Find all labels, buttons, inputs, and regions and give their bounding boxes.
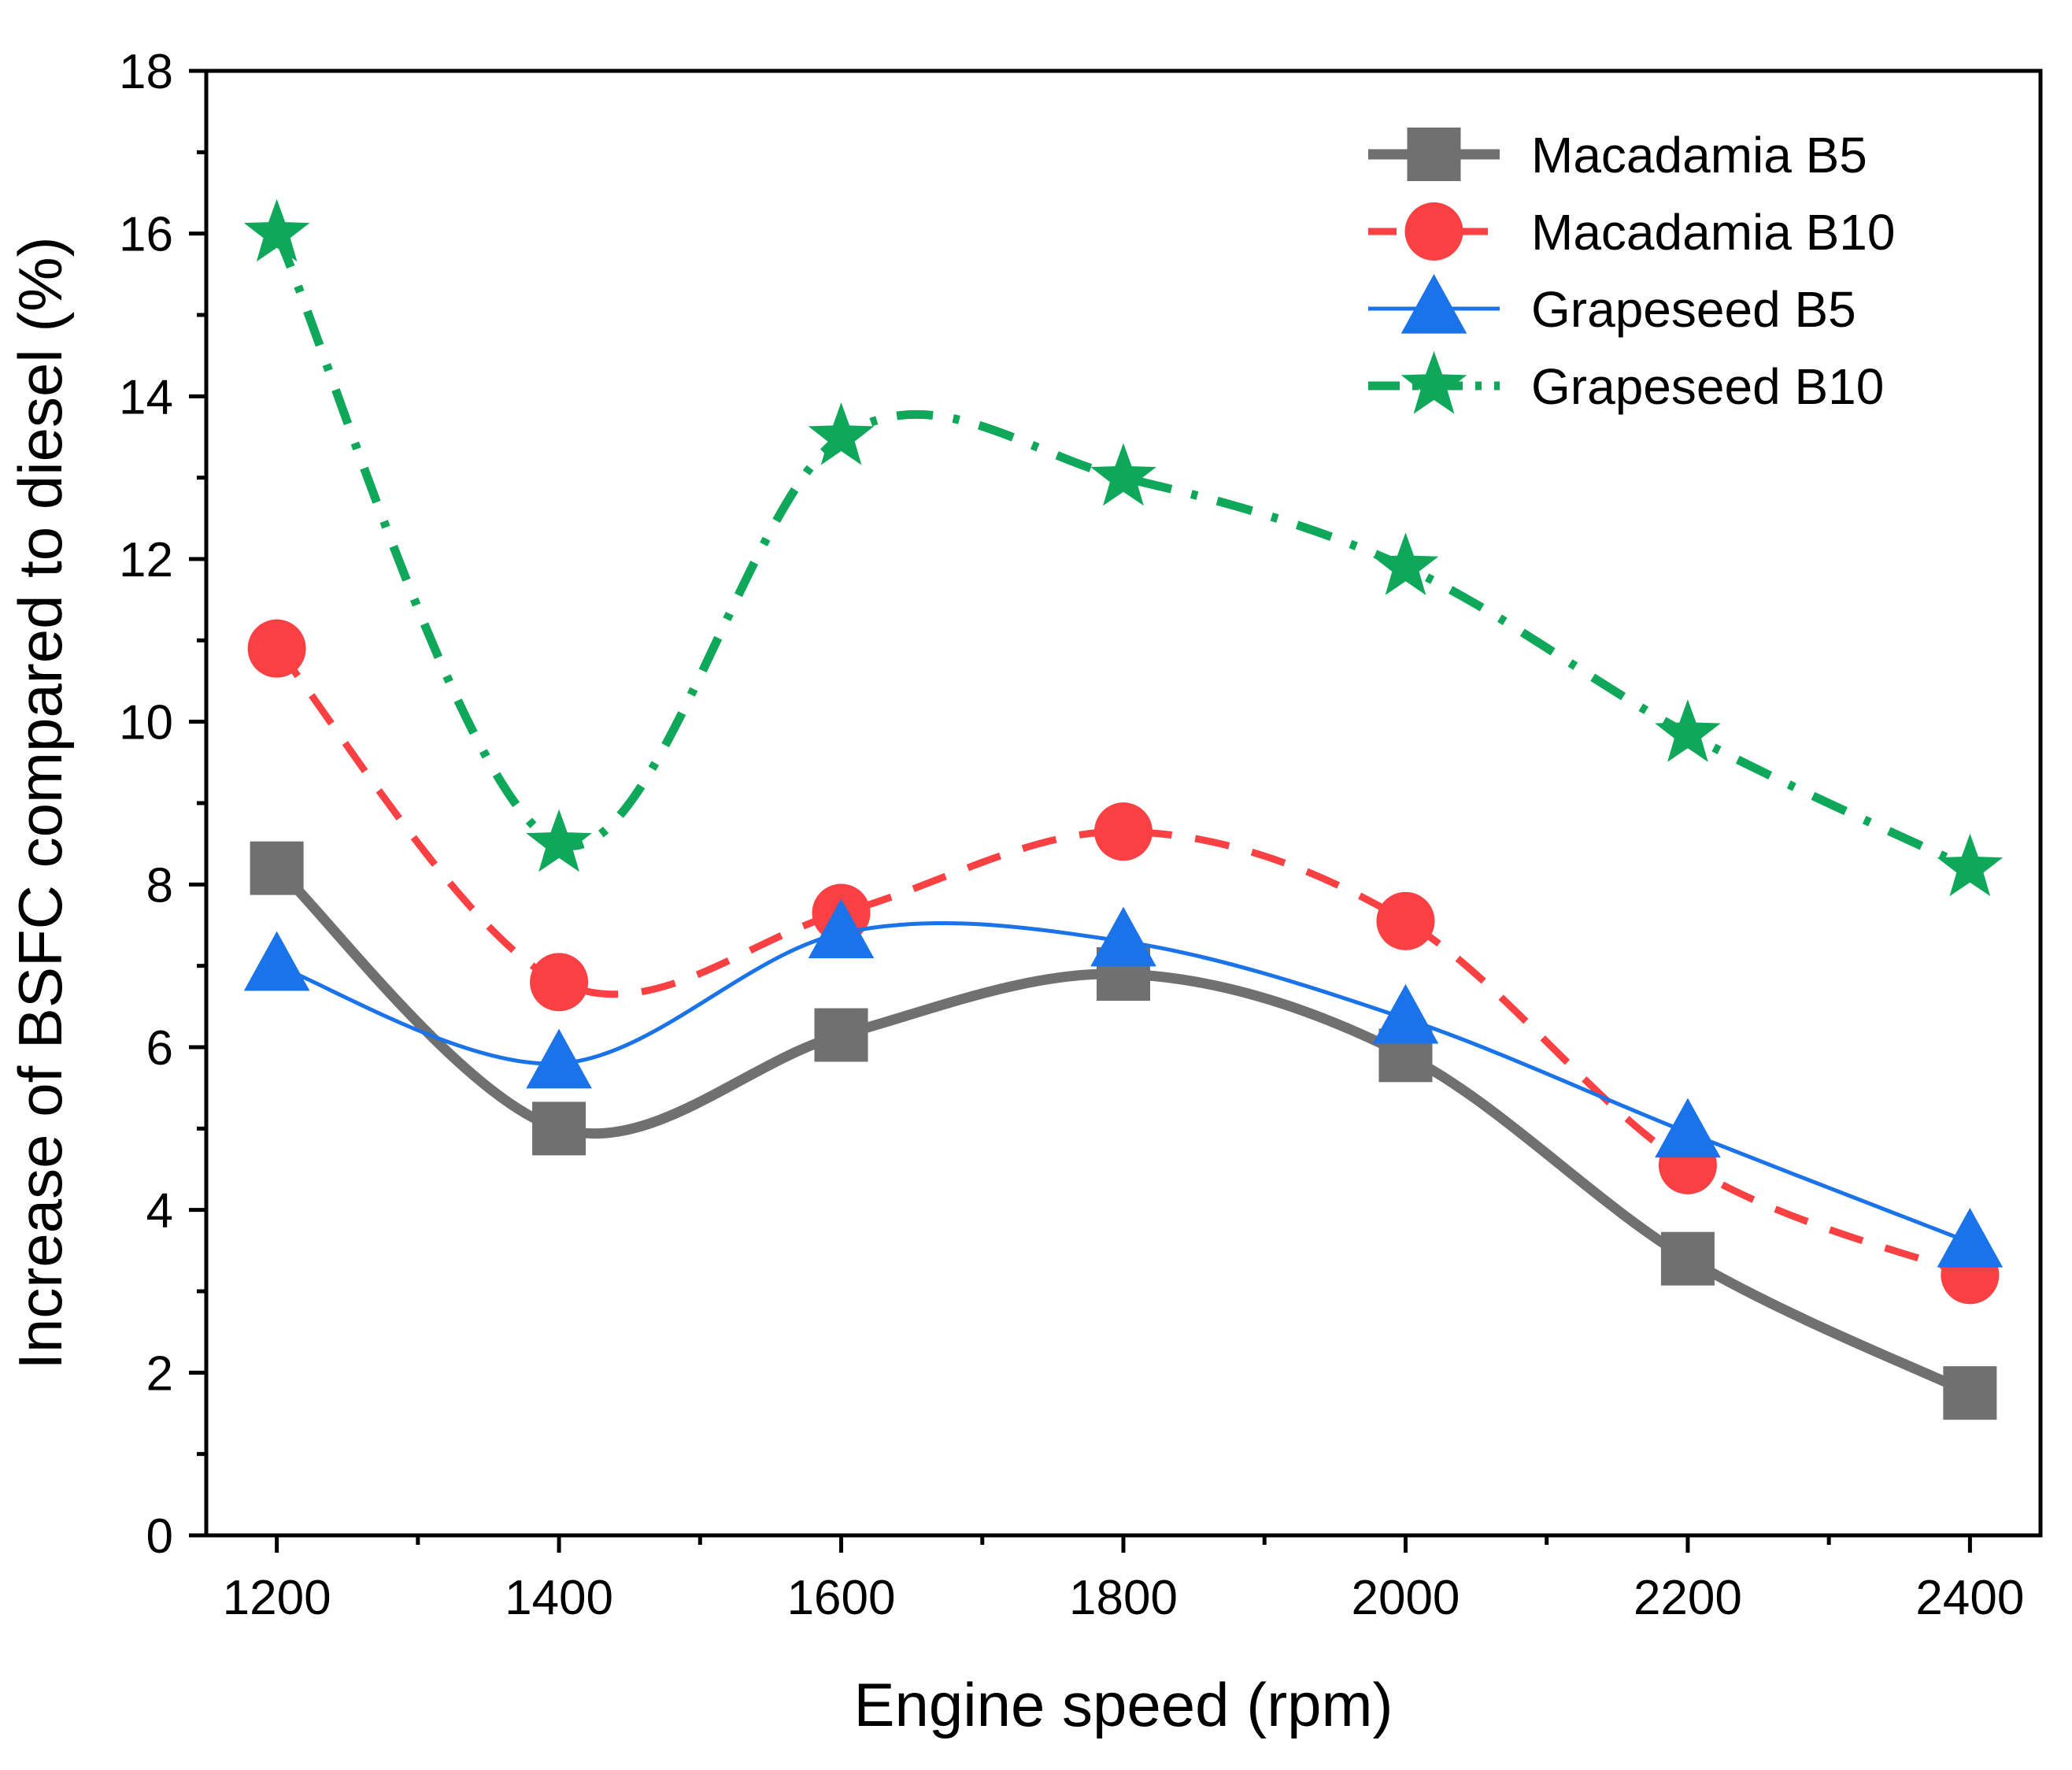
legend-marker	[1407, 128, 1461, 181]
data-point	[243, 931, 310, 991]
series-line	[272, 231, 1972, 872]
data-point	[247, 619, 306, 678]
legend-marker	[1404, 202, 1463, 261]
x-tick-label: 2400	[1915, 1571, 2024, 1625]
data-point	[250, 841, 304, 895]
y-tick-label: 4	[146, 1184, 173, 1239]
data-point	[814, 1008, 868, 1062]
y-tick-label: 18	[119, 45, 173, 99]
legend-label: Grapeseed B10	[1531, 358, 1884, 415]
data-point	[1090, 442, 1156, 506]
x-tick-label: 1800	[1069, 1571, 1178, 1625]
axis-layer: 1200 1400 1600 1800 2000 2200 2400 0 2 4 6 8 10 12 14 1…	[119, 45, 2024, 1625]
series-layer	[243, 198, 2004, 1420]
x-tick-label: 1600	[787, 1571, 896, 1625]
data-point	[1094, 802, 1153, 861]
data-point	[1655, 1098, 1721, 1158]
legend-marker	[1400, 274, 1467, 334]
data-point	[808, 898, 875, 959]
x-tick-label: 2000	[1351, 1571, 1460, 1625]
x-tick-label: 2200	[1634, 1571, 1742, 1625]
y-tick-label: 0	[146, 1509, 173, 1564]
y-tick-label: 16	[119, 208, 173, 262]
data-point	[1937, 1208, 2004, 1268]
y-tick-label: 8	[146, 858, 173, 913]
legend: Macadamia B5 Macadamia B10 Grapeseed B5 Gra…	[1368, 127, 1895, 415]
y-axis-title: Increase of BSFC compared to diesel (%)	[6, 236, 75, 1369]
x-axis-title: Engine speed (rpm)	[853, 1670, 1393, 1739]
data-point	[1655, 699, 1721, 762]
data-point	[1376, 891, 1435, 950]
legend-label: Macadamia B5	[1531, 127, 1867, 183]
data-point	[526, 1028, 592, 1089]
data-point	[1090, 906, 1156, 967]
data-point	[530, 953, 589, 1012]
data-point	[1937, 833, 2004, 897]
data-point	[243, 198, 310, 262]
series-grapeseed-b10	[243, 198, 2004, 897]
data-point	[526, 809, 592, 872]
data-point	[532, 1102, 586, 1156]
x-tick-label: 1200	[223, 1571, 331, 1625]
y-tick-label: 10	[119, 696, 173, 750]
data-point	[1660, 1231, 1715, 1286]
y-tick-label: 12	[119, 533, 173, 587]
x-tick-label: 1400	[505, 1571, 613, 1625]
data-point	[1372, 983, 1439, 1044]
legend-marker	[1400, 351, 1467, 414]
y-tick-label: 14	[119, 370, 173, 424]
data-point	[808, 402, 875, 465]
y-tick-label: 2	[146, 1346, 173, 1401]
y-tick-label: 6	[146, 1021, 173, 1076]
data-point	[1372, 532, 1439, 595]
legend-label: Macadamia B10	[1531, 204, 1895, 261]
legend-label: Grapeseed B5	[1531, 281, 1856, 338]
data-point	[1943, 1366, 1997, 1420]
series-grapeseed-b5	[243, 898, 2004, 1268]
